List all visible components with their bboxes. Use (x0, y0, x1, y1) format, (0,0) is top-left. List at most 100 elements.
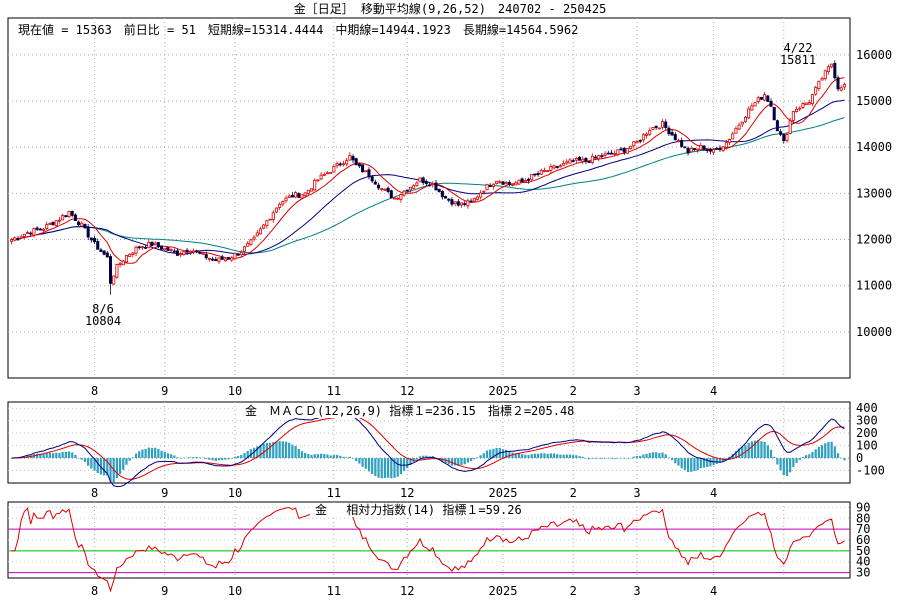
x-tick-label: 3 (633, 384, 640, 398)
macd-histogram-bar (779, 458, 782, 471)
candle (444, 195, 448, 199)
macd-histogram-bar (533, 453, 537, 459)
candle (826, 64, 830, 75)
candle (488, 183, 492, 188)
candle (594, 154, 598, 159)
macd-histogram-bar (565, 454, 568, 459)
x-tick-label: 2025 (489, 584, 518, 598)
candle (712, 148, 716, 156)
macd-histogram-bar (93, 458, 96, 471)
rsi-y-tick-label: 50 (856, 544, 870, 558)
candle-body (134, 246, 138, 254)
x-tick-label: 10 (228, 486, 242, 500)
candle (689, 145, 693, 153)
macd-histogram-bar (332, 455, 335, 459)
candle-body (495, 180, 499, 184)
macd-histogram-bar (556, 454, 559, 459)
candle (207, 257, 211, 262)
candle-body (166, 247, 170, 251)
candle (392, 197, 397, 200)
candle (281, 200, 285, 207)
macd-histogram-bar (294, 445, 297, 459)
macd-histogram-bar (217, 458, 221, 461)
macd-histogram-bar (792, 458, 795, 468)
candle-body (105, 252, 109, 258)
candle (597, 154, 601, 162)
candle-body (444, 196, 448, 199)
candle (105, 251, 109, 258)
candle-body (198, 251, 202, 254)
candle (32, 227, 36, 238)
macd-histogram-bar (737, 448, 741, 459)
candle (160, 245, 164, 251)
candle (367, 167, 371, 180)
candle (54, 220, 58, 227)
macd-histogram-bar (396, 458, 399, 477)
candle (35, 226, 39, 232)
candle (345, 157, 349, 167)
candle (546, 169, 550, 172)
macd-histogram-bar (699, 458, 702, 469)
macd-histogram-bar (584, 458, 588, 459)
candle-body (673, 134, 677, 141)
candle (667, 125, 671, 137)
rsi-y-tick-label: 60 (856, 533, 870, 547)
candle (214, 256, 218, 262)
x-tick-label: 12 (400, 584, 414, 598)
x-tick-label: 8 (91, 486, 98, 500)
candle (763, 91, 767, 102)
candle-body (609, 152, 613, 155)
macd-histogram-bar (674, 458, 677, 464)
candle (357, 163, 361, 169)
macd-histogram-bar (364, 458, 367, 469)
rsi-y-tick-label: 90 (856, 500, 870, 514)
macd-histogram-bar (399, 458, 402, 475)
candle-body (562, 163, 566, 166)
candle-body (64, 215, 68, 218)
candle-body (842, 83, 846, 88)
candle (89, 237, 93, 243)
macd-histogram-bar (594, 458, 597, 459)
macd-histogram-bar (256, 446, 259, 459)
candle-body (163, 247, 167, 251)
candle-body (488, 185, 492, 188)
candle-body (683, 146, 687, 149)
macd-histogram-bar (377, 458, 380, 478)
macd-histogram-bar (87, 458, 90, 466)
macd-histogram-bar (479, 455, 482, 459)
candle-body (491, 183, 495, 187)
candle-body (836, 77, 840, 90)
candle-body (654, 125, 658, 128)
candle (147, 239, 151, 249)
candle-body (223, 258, 227, 262)
candle (558, 164, 562, 168)
macd-histogram-bar (118, 458, 122, 475)
macd-histogram-bar (134, 453, 138, 459)
macd-histogram-bar (214, 458, 217, 461)
candle-body (214, 259, 218, 262)
candle-body (86, 226, 90, 238)
candle-body (392, 197, 397, 200)
macd-histogram-bar (492, 448, 495, 459)
candle (310, 188, 314, 192)
candle (718, 145, 722, 152)
macd-histogram-bar (696, 458, 699, 471)
macd-histogram-bar (103, 458, 106, 476)
candle (657, 127, 661, 130)
candle (743, 116, 748, 124)
candle (645, 132, 649, 139)
candle (134, 245, 138, 256)
candle (769, 98, 773, 108)
candle-body (692, 148, 696, 150)
candle-body (578, 156, 582, 161)
macd-histogram-bar (552, 453, 556, 459)
macd-histogram-bar (304, 452, 307, 459)
candle (45, 221, 49, 230)
candle-body (676, 140, 680, 142)
candle-body (377, 184, 381, 189)
macd-histogram-bar (706, 458, 709, 468)
candle (262, 223, 266, 230)
candle (361, 164, 365, 173)
macd-histogram-bar (233, 456, 237, 459)
